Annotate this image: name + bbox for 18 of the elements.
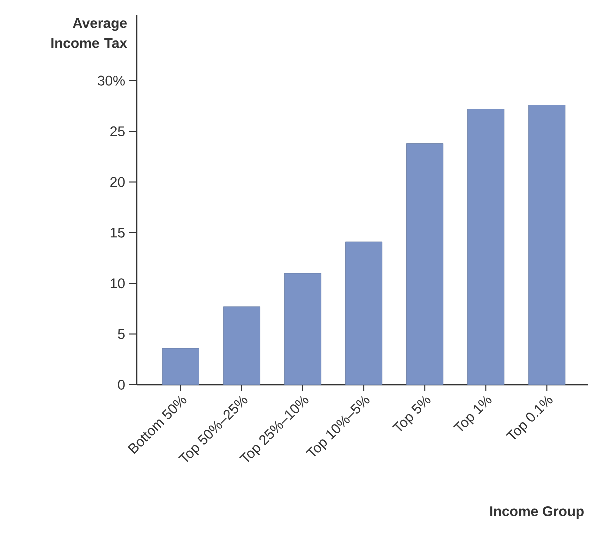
y-axis-title: Average Income Tax — [52, 18, 128, 48]
x-tick-label: Top 5% — [392, 396, 431, 432]
bar — [346, 242, 383, 385]
bar — [406, 144, 444, 385]
bar — [468, 109, 505, 385]
y-tick-label: 0 — [118, 380, 125, 390]
x-tick-label: Top 1% — [453, 396, 492, 432]
y-tick-label: 10 — [110, 278, 125, 289]
bar — [528, 105, 566, 385]
bar — [284, 273, 322, 385]
y-tick-label: 20 — [110, 177, 125, 188]
y-tick-label: 15 — [110, 228, 125, 238]
bar — [162, 348, 200, 385]
bar — [223, 306, 260, 385]
x-axis-title: Income Group — [490, 506, 584, 520]
y-tick-label: 25 — [110, 126, 125, 137]
y-tick-label: 30% — [98, 76, 125, 86]
y-tick-label: 5 — [118, 329, 125, 340]
